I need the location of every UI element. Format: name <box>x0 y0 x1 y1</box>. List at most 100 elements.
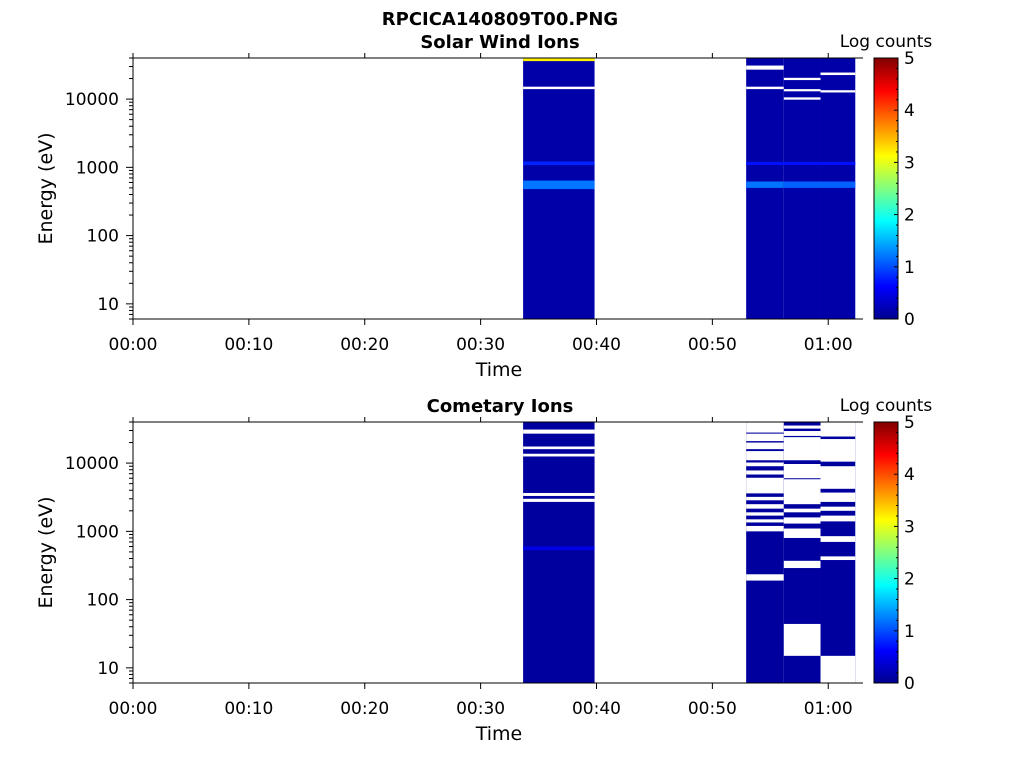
data-gap-band <box>783 560 821 569</box>
colorbar-tick-label: 2 <box>904 570 915 590</box>
data-gap-band <box>746 470 784 475</box>
data-gap-band <box>820 466 856 489</box>
colorbar-gradient <box>873 57 899 320</box>
y-tick-label: 10 <box>97 295 119 315</box>
y-tick-label: 1000 <box>76 158 119 178</box>
data-gap-band <box>783 437 821 461</box>
data-gap-band <box>820 439 856 462</box>
data-gap-band <box>820 556 856 561</box>
x-tick-label: 00:30 <box>456 335 505 355</box>
data-gap-band <box>783 479 821 505</box>
count-band <box>746 161 784 166</box>
data-gap-band <box>783 623 821 656</box>
count-band <box>820 181 856 188</box>
colorbar-tick-label: 0 <box>904 674 915 694</box>
data-gap-band <box>783 425 821 429</box>
data-gap-band <box>820 536 856 542</box>
data-gap-band <box>746 519 784 523</box>
data-gap-band <box>783 528 821 538</box>
count-band <box>783 181 821 188</box>
data-gap-band <box>820 515 856 522</box>
data-gap-band <box>820 422 856 437</box>
count-band <box>523 161 595 166</box>
data-gap-band <box>523 498 595 502</box>
x-tick-label: 01:00 <box>804 699 853 719</box>
count-band <box>523 58 595 62</box>
data-gap-band <box>783 517 821 524</box>
data-gap-band <box>783 77 821 81</box>
data-block <box>746 422 784 683</box>
data-gap-band <box>746 504 784 509</box>
data-gap-band <box>523 492 595 496</box>
data-gap-band <box>783 97 821 100</box>
data-gap-band <box>783 431 821 436</box>
data-gap-band <box>746 512 784 516</box>
data-gap-band <box>820 90 856 93</box>
data-gap-band <box>523 86 595 90</box>
colorbar-tick-label: 3 <box>904 517 915 537</box>
x-tick-label: 00:50 <box>688 699 737 719</box>
count-band <box>523 546 595 551</box>
y-tick-label: 10000 <box>65 454 119 474</box>
data-gap-band <box>783 463 821 479</box>
colorbar-tick-label: 4 <box>904 101 915 121</box>
data-block <box>746 58 784 319</box>
data-gap-band <box>820 655 856 683</box>
data-gap-band <box>746 433 784 442</box>
colorbar-tick-label: 4 <box>904 465 915 485</box>
x-tick-label: 00:50 <box>688 335 737 355</box>
data-gap-band <box>783 508 821 513</box>
colorbar-tick-label: 1 <box>904 258 915 278</box>
data-gap-band <box>523 429 595 434</box>
data-gap-band <box>523 453 595 457</box>
panel-title: Solar Wind Ions <box>420 32 579 53</box>
colorbar-label: Log counts <box>840 32 933 52</box>
data-gap-band <box>746 86 784 90</box>
x-tick-label: 00:40 <box>572 335 621 355</box>
data-gap-band <box>746 462 784 467</box>
x-tick-label: 00:10 <box>224 699 273 719</box>
data-gap-band <box>783 89 821 92</box>
data-gap-band <box>746 422 784 433</box>
data-block <box>820 422 856 683</box>
colorbar-tick-label: 5 <box>904 49 915 69</box>
count-band <box>746 181 784 188</box>
data-block <box>523 422 595 683</box>
figure-title: RPCICA140809T00.PNG <box>382 9 618 30</box>
colorbar-tick-label: 1 <box>904 622 915 642</box>
x-tick-label: 00:00 <box>109 335 158 355</box>
x-axis-label: Time <box>475 359 523 381</box>
data-gap-band <box>746 451 784 461</box>
x-axis-label: Time <box>475 723 523 745</box>
colorbar-label: Log counts <box>840 396 933 416</box>
y-tick-label: 100 <box>87 591 119 611</box>
panel-title: Cometary Ions <box>427 396 574 417</box>
y-tick-label: 100 <box>87 227 119 247</box>
x-tick-label: 00:30 <box>456 699 505 719</box>
colorbar-tick-label: 5 <box>904 413 915 433</box>
data-gap-band <box>523 446 595 450</box>
data-block <box>820 58 856 319</box>
x-tick-label: 00:40 <box>572 699 621 719</box>
spectrogram-panel-1: Solar Wind Ions 00:00 00:10 00:20 00:30 00:40… <box>35 32 932 381</box>
y-axis-label: Energy (eV) <box>35 496 57 608</box>
data-gap-band <box>746 65 784 70</box>
y-tick-label: 10 <box>97 659 119 679</box>
colorbar-tick-label: 3 <box>904 153 915 173</box>
x-tick-label: 00:00 <box>109 699 158 719</box>
x-tick-label: 01:00 <box>804 335 853 355</box>
y-tick-label: 1000 <box>76 522 119 542</box>
colorbar-gradient <box>873 421 899 684</box>
data-gap-band <box>746 496 784 501</box>
data-gap-band <box>820 72 856 76</box>
y-axis-label: Energy (eV) <box>35 132 57 244</box>
data-gap-band <box>820 506 856 511</box>
colorbar-tick-label: 2 <box>904 206 915 226</box>
y-tick-label: 10000 <box>65 90 119 110</box>
count-band <box>820 161 856 166</box>
x-tick-label: 00:20 <box>340 335 389 355</box>
data-gap-band <box>746 477 784 494</box>
data-gap-band <box>820 492 856 502</box>
